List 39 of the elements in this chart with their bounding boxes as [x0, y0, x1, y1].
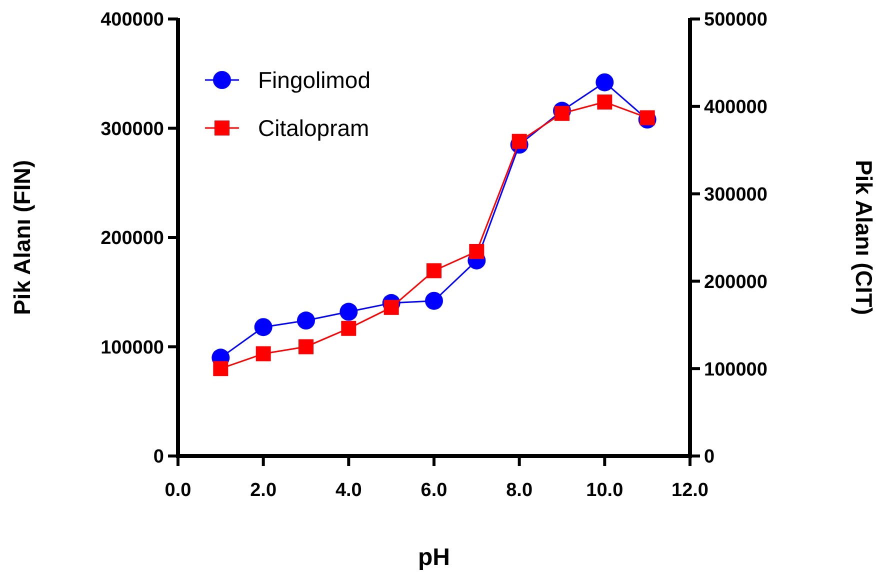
y-axis-title: Pik Alanı (FIN)	[9, 160, 35, 316]
y-tick-label: 100000	[100, 337, 164, 358]
x-axis-title: pH	[418, 544, 450, 571]
point	[554, 106, 570, 121]
y2-tick-label: 300000	[704, 184, 768, 206]
y2-tick-label: 0	[704, 446, 715, 468]
point	[340, 302, 358, 321]
point	[341, 320, 356, 336]
point	[597, 94, 612, 110]
legend-label: Citalopram	[258, 115, 370, 142]
x-tick-label: 12.0	[672, 480, 708, 501]
x-tick-label: 4.0	[335, 480, 362, 501]
y2-tick-label: 500000	[704, 10, 768, 31]
point	[425, 292, 443, 310]
point	[256, 346, 271, 362]
point	[469, 244, 484, 259]
y-tick-label: 0	[153, 446, 164, 468]
y-tick-label: 400000	[100, 10, 164, 31]
point	[297, 312, 315, 330]
point	[384, 300, 399, 315]
legend-label: Fingolimod	[258, 67, 370, 94]
y2-axis-title: Pik Alanı (CIT)	[851, 160, 877, 316]
y-tick-label: 300000	[100, 118, 164, 140]
point	[298, 339, 314, 354]
x-tick-label: 6.0	[420, 480, 448, 501]
y2-tick-label: 400000	[704, 97, 768, 118]
x-tick-label: 10.0	[586, 480, 624, 501]
y2-tick-label: 100000	[704, 359, 768, 380]
point	[254, 318, 272, 336]
x-tick-label: 0.0	[164, 480, 192, 501]
point	[213, 361, 228, 376]
x-tick-label: 8.0	[506, 480, 533, 501]
point	[640, 110, 655, 126]
y-tick-label: 200000	[100, 228, 164, 250]
point	[512, 134, 527, 149]
point	[596, 73, 614, 92]
x-tick-label: 2.0	[250, 480, 277, 501]
y2-tick-label: 200000	[704, 272, 768, 293]
point	[426, 263, 442, 278]
